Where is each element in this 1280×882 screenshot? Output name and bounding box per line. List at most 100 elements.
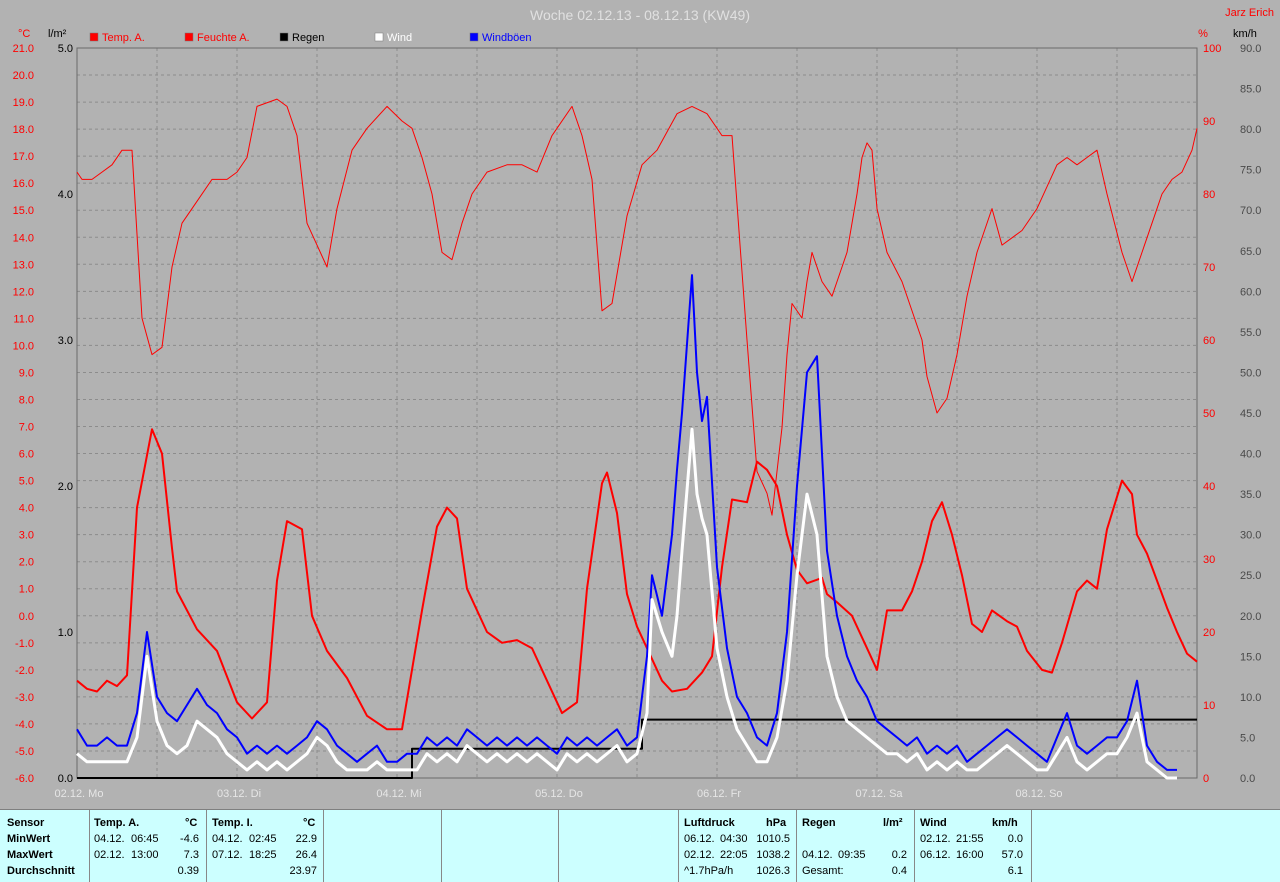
series-group bbox=[76, 98, 1198, 780]
wind-tick-label: 75.0 bbox=[1240, 165, 1261, 177]
temp-tick-label: -5.0 bbox=[15, 746, 34, 758]
temp-tick-label: 8.0 bbox=[19, 394, 34, 406]
wind-tick-label: 20.0 bbox=[1240, 611, 1261, 623]
wind-unit-label: km/h bbox=[1233, 28, 1257, 40]
temp-tick-label: 19.0 bbox=[13, 97, 34, 109]
x-tick-label: 05.12. Do bbox=[535, 788, 583, 800]
plot-frame bbox=[76, 47, 1198, 779]
legend-label: Feuchte A. bbox=[197, 32, 250, 44]
grid bbox=[76, 47, 1198, 779]
regen-unit: l/m² bbox=[883, 817, 903, 829]
wind-tick-label: 30.0 bbox=[1240, 530, 1261, 542]
wind-tick-label: 25.0 bbox=[1240, 570, 1261, 582]
legend-label: Wind bbox=[387, 32, 412, 44]
wind-min-val: 0.0 bbox=[1007, 833, 1023, 845]
hum-tick-label: 0 bbox=[1203, 773, 1209, 785]
legend-label: Windböen bbox=[482, 32, 532, 44]
x-tick-label: 06.12. Fr bbox=[697, 788, 741, 800]
temp-i-min-val: 22.9 bbox=[295, 833, 317, 845]
series-line-feuchte-a- bbox=[76, 98, 1198, 516]
wind-tick-label: 45.0 bbox=[1240, 408, 1261, 420]
luftdruck-avg: 1026.3 bbox=[756, 865, 790, 877]
author-label: Jarz Erich bbox=[1225, 7, 1274, 19]
temp-a-header: Temp. A. bbox=[94, 817, 140, 829]
wind-tick-label: 55.0 bbox=[1240, 327, 1261, 339]
temp-tick-label: 17.0 bbox=[13, 151, 34, 163]
wind-tick-label: 10.0 bbox=[1240, 692, 1261, 704]
wind-tick-label: 90.0 bbox=[1240, 43, 1261, 55]
luftdruck-min-date: 06.12. bbox=[684, 833, 715, 845]
wind-unit: km/h bbox=[992, 817, 1018, 829]
temp-a-max-time: 13:00 bbox=[131, 849, 159, 861]
temp-tick-label: 11.0 bbox=[13, 313, 34, 325]
luftdruck-max-val: 1038.2 bbox=[756, 849, 790, 861]
temp-tick-label: -4.0 bbox=[15, 719, 34, 731]
temp-tick-label: 18.0 bbox=[13, 124, 34, 136]
legend: Temp. A. Feuchte A. Regen Wind Windböen bbox=[89, 32, 532, 44]
wind-tick-label: 0.0 bbox=[1240, 773, 1255, 785]
luftdruck-trend: ^1.7hPa/h bbox=[684, 865, 734, 877]
rain-tick-label: 0.0 bbox=[58, 773, 73, 785]
temp-a-min-time: 06:45 bbox=[131, 833, 159, 845]
x-axis-labels: 02.12. Mo 03.12. Di 04.12. Mi 05.12. Do 06.1… bbox=[55, 788, 1063, 800]
stats-table: Sensor MinWert MaxWert Durchschnitt Temp… bbox=[0, 809, 1280, 882]
rain-tick-label: 3.0 bbox=[58, 335, 73, 347]
regen-max-val: 0.2 bbox=[891, 849, 907, 861]
temp-tick-label: -1.0 bbox=[15, 638, 34, 650]
hum-unit-label: % bbox=[1198, 28, 1208, 40]
rain-tick-label: 5.0 bbox=[58, 43, 73, 55]
regen-total-label: Gesamt: bbox=[802, 865, 844, 877]
temp-tick-label: 5.0 bbox=[19, 476, 34, 488]
wind-header: Wind bbox=[920, 817, 947, 829]
temp-a-max-val: 7.3 bbox=[183, 849, 199, 861]
temp-tick-label: 20.0 bbox=[13, 70, 34, 82]
wind-tick-label: 60.0 bbox=[1240, 286, 1261, 298]
temp-tick-label: 6.0 bbox=[19, 449, 34, 461]
legend-swatch bbox=[374, 32, 384, 42]
hum-tick-label: 60 bbox=[1203, 335, 1215, 347]
temp-tick-label: 10.0 bbox=[13, 340, 34, 352]
hum-tick-label: 90 bbox=[1203, 116, 1215, 128]
temp-a-min-date: 04.12. bbox=[94, 833, 125, 845]
temp-a-max-date: 02.12. bbox=[94, 849, 125, 861]
temp-tick-label: 4.0 bbox=[19, 503, 34, 515]
x-tick-label: 07.12. Sa bbox=[855, 788, 903, 800]
temp-tick-label: 21.0 bbox=[13, 43, 34, 55]
minwert-label: MinWert bbox=[7, 833, 51, 845]
chart-title: Woche 02.12.13 - 08.12.13 (KW49) bbox=[530, 7, 750, 23]
temp-i-max-time: 18:25 bbox=[249, 849, 277, 861]
weather-chart: Woche 02.12.13 - 08.12.13 (KW49) Jarz Er… bbox=[13, 7, 1274, 800]
temp-i-avg: 23.97 bbox=[289, 865, 317, 877]
wind-tick-label: 15.0 bbox=[1240, 651, 1261, 663]
x-tick-label: 04.12. Mi bbox=[376, 788, 421, 800]
temp-i-max-date: 07.12. bbox=[212, 849, 243, 861]
sensor-header: Sensor bbox=[7, 817, 45, 829]
regen-header: Regen bbox=[802, 817, 836, 829]
legend-swatch bbox=[469, 32, 479, 42]
legend-swatch bbox=[89, 32, 99, 42]
legend-label: Temp. A. bbox=[102, 32, 145, 44]
temp-a-min-val: -4.6 bbox=[180, 833, 199, 845]
hum-tick-label: 40 bbox=[1203, 481, 1215, 493]
series-line-temp-a- bbox=[76, 428, 1198, 731]
x-tick-label: 02.12. Mo bbox=[55, 788, 104, 800]
maxwert-label: MaxWert bbox=[7, 849, 53, 861]
regen-max-date: 04.12. bbox=[802, 849, 833, 861]
temp-i-unit: °C bbox=[303, 817, 316, 829]
temp-i-header: Temp. I. bbox=[212, 817, 253, 829]
wind-max-date: 06.12. bbox=[920, 849, 951, 861]
temp-tick-label: 12.0 bbox=[13, 286, 34, 298]
hum-tick-label: 50 bbox=[1203, 408, 1215, 420]
wind-min-time: 21:55 bbox=[956, 833, 984, 845]
temp-tick-label: -6.0 bbox=[15, 773, 34, 785]
temp-tick-label: 16.0 bbox=[13, 178, 34, 190]
temp-i-max-val: 26.4 bbox=[295, 849, 317, 861]
hum-tick-label: 10 bbox=[1203, 700, 1215, 712]
temp-i-min-time: 02:45 bbox=[249, 833, 277, 845]
wind-avg: 6.1 bbox=[1007, 865, 1023, 877]
legend-label: Regen bbox=[292, 32, 324, 44]
rain-tick-label: 1.0 bbox=[58, 627, 73, 639]
durchschnitt-label: Durchschnitt bbox=[7, 865, 75, 877]
temp-tick-label: 2.0 bbox=[19, 557, 34, 569]
hum-tick-label: 70 bbox=[1203, 262, 1215, 274]
